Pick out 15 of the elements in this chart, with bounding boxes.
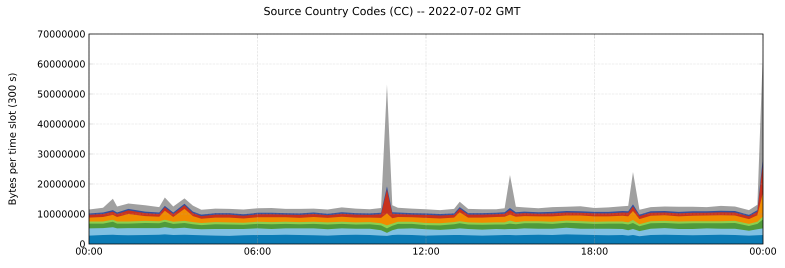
- y-tick-label: 30000000: [38, 150, 85, 158]
- y-tick-label: 70000000: [38, 30, 85, 38]
- y-tick-label: 0: [80, 240, 85, 248]
- x-tick-label: 00:00: [76, 248, 102, 255]
- y-tick-label: 40000000: [38, 120, 85, 128]
- y-tick-label: 10000000: [38, 210, 85, 218]
- chart-title: Source Country Codes (CC) -- 2022-07-02 GMT: [264, 6, 520, 18]
- y-tick-label: 20000000: [38, 180, 85, 188]
- x-tick-label: 06:00: [244, 248, 271, 255]
- x-tick-label: 18:00: [582, 248, 608, 255]
- y-axis-title: Bytes per time slot (300 s): [8, 73, 18, 204]
- y-tick-label: 50000000: [38, 90, 85, 98]
- x-tick-label: 00:00: [750, 248, 776, 255]
- y-tick-label: 60000000: [38, 60, 85, 68]
- x-tick-label: 12:00: [413, 248, 440, 255]
